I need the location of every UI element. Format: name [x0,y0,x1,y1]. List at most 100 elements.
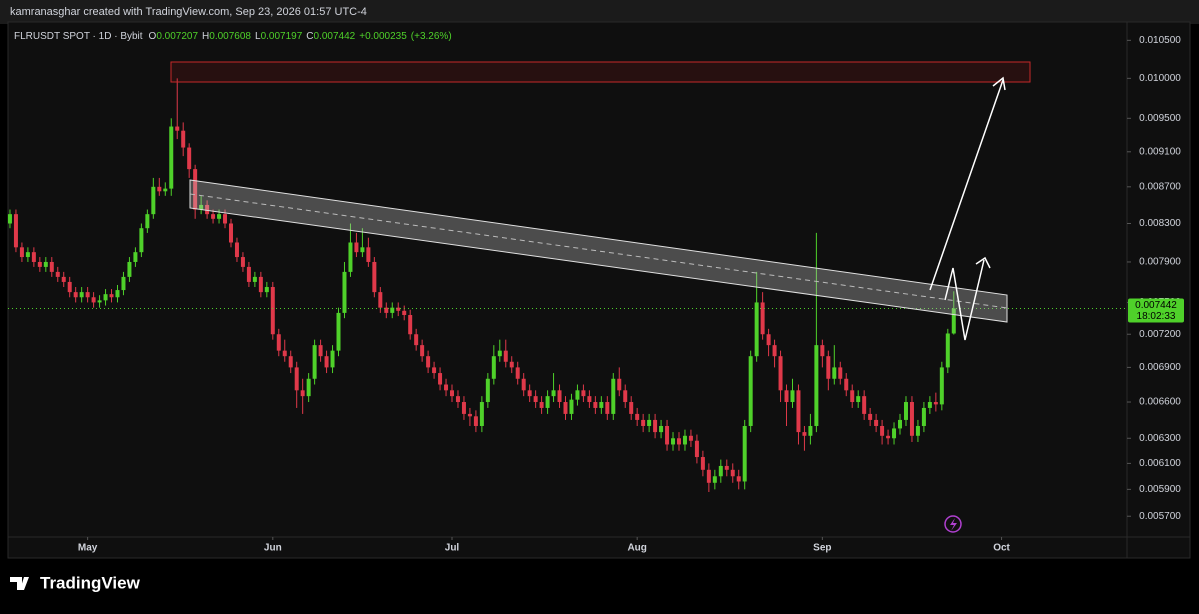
candle-body [545,396,550,408]
candle-body [228,223,233,243]
brand-logo: TradingView [10,573,141,592]
candle-body [688,435,693,441]
candle-body [945,333,950,368]
candle-body [886,435,891,439]
candle-body [193,169,198,210]
candle-body [700,457,705,470]
candle-body [217,214,222,219]
credit: kamranasghar created with TradingView.co… [10,6,367,18]
legend: FLRUSDT SPOT · 1D · Bybit O0.007207 H0.007… [14,31,452,42]
candle-body [635,413,640,420]
candle-body [569,399,574,414]
candle-body [766,334,771,346]
candle-body [31,252,36,262]
candle-body [659,425,664,433]
candle-body [927,402,932,408]
candle-body [856,396,861,403]
candle-body [718,465,723,477]
candle-body [85,292,90,298]
candle-body [665,425,670,445]
candle-body [581,390,586,397]
candle-body [360,247,365,253]
countdown: 18:02:33 [1137,311,1176,322]
candle-body [426,356,431,368]
candle-body [497,350,502,357]
candle-body [306,378,311,397]
candle-body [509,361,514,368]
change: +0.000235 [359,31,407,42]
candle-body [294,367,299,391]
y-tick-label: 0.005900 [1139,484,1181,495]
candle-body [169,126,174,189]
candle-body [223,214,228,224]
candle-body [844,378,849,391]
x-tick-label: Sep [813,543,831,554]
candle-body [79,292,84,298]
open-value: 0.007207 [156,31,198,42]
candle-body [527,390,532,397]
y-tick-label: 0.009500 [1139,113,1181,124]
candle-body [37,261,42,267]
candle-body [91,297,96,303]
candle-body [199,204,204,210]
candle-body [575,390,580,400]
candle-body [13,214,18,248]
candle-body [479,402,484,426]
y-tick-label: 0.006600 [1139,397,1181,408]
candle-body [820,345,825,357]
candle-body [909,402,914,436]
candle-body [127,261,132,277]
candle-body [599,402,604,408]
candle-body [414,334,419,346]
candle-body [252,276,257,282]
high-value: 0.007608 [209,31,251,42]
plot: 0.010500 0.010000 0.009500 0.009100 0.008700… [7,35,1181,554]
candle-body [515,367,520,379]
x-tick-label: Jul [445,543,460,554]
candle-body [629,402,634,414]
candle-body [605,402,610,414]
candle-body [850,390,855,403]
candle-body [647,419,652,426]
candle-body [324,356,329,368]
candle-body [760,302,765,335]
candle-body [862,396,867,414]
candle-body [342,271,347,313]
candle-body [754,302,759,357]
change-pct: (+3.26%) [411,31,452,42]
y-tick-label: 0.006900 [1139,362,1181,373]
candle-body [438,373,443,385]
candle-body [432,367,437,374]
candle-body [778,356,783,391]
candle-body [623,390,628,403]
candle-body [121,276,126,291]
candle-body [790,390,795,403]
candle-body [671,438,676,445]
candle-body [372,261,377,293]
candle-body [521,378,526,391]
candle-body [264,287,269,293]
x-tick-label: Aug [627,543,646,554]
candle-body [796,390,801,433]
candle-body [503,350,508,362]
candle-body [814,345,819,426]
candle-body [109,294,114,298]
credit-bar [0,0,1199,24]
candle-body [593,402,598,408]
candle-body [933,402,938,405]
candle-body [139,228,144,253]
y-tick-label: 0.008300 [1139,218,1181,229]
candle-body [312,345,317,379]
candle-body [43,261,48,267]
candle-body [455,396,460,403]
candle-body [67,281,72,293]
candle-body [282,350,287,357]
candle-body [211,214,216,219]
candle-body [97,300,102,303]
candle-body [444,384,449,391]
candle-body [103,294,108,301]
candle-body [539,402,544,408]
candle-body [473,416,478,426]
alert-icon[interactable] [944,515,962,533]
